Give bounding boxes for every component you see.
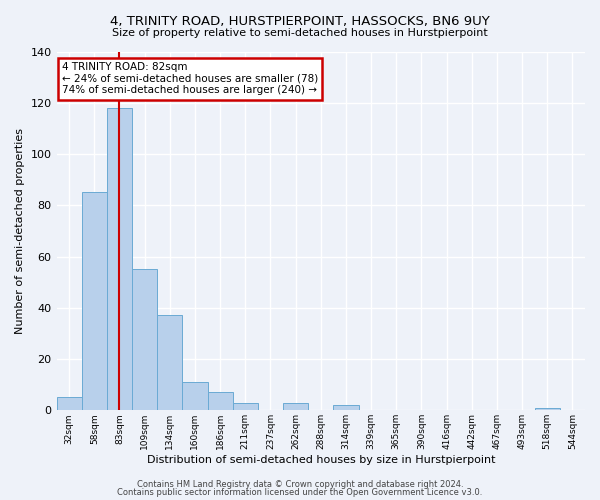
Text: 4 TRINITY ROAD: 82sqm
← 24% of semi-detached houses are smaller (78)
74% of semi: 4 TRINITY ROAD: 82sqm ← 24% of semi-deta… bbox=[62, 62, 318, 96]
Bar bbox=[334, 405, 359, 410]
Text: 4, TRINITY ROAD, HURSTPIERPOINT, HASSOCKS, BN6 9UY: 4, TRINITY ROAD, HURSTPIERPOINT, HASSOCK… bbox=[110, 15, 490, 28]
Text: Contains HM Land Registry data © Crown copyright and database right 2024.: Contains HM Land Registry data © Crown c… bbox=[137, 480, 463, 489]
Y-axis label: Number of semi-detached properties: Number of semi-detached properties bbox=[15, 128, 25, 334]
Bar bbox=[132, 270, 157, 410]
Bar bbox=[182, 382, 208, 410]
Bar bbox=[107, 108, 132, 410]
Bar bbox=[82, 192, 107, 410]
Bar bbox=[208, 392, 233, 410]
X-axis label: Distribution of semi-detached houses by size in Hurstpierpoint: Distribution of semi-detached houses by … bbox=[146, 455, 495, 465]
Bar bbox=[233, 402, 258, 410]
Bar bbox=[56, 398, 82, 410]
Bar bbox=[535, 408, 560, 410]
Text: Size of property relative to semi-detached houses in Hurstpierpoint: Size of property relative to semi-detach… bbox=[112, 28, 488, 38]
Bar bbox=[283, 402, 308, 410]
Bar bbox=[157, 316, 182, 410]
Text: Contains public sector information licensed under the Open Government Licence v3: Contains public sector information licen… bbox=[118, 488, 482, 497]
